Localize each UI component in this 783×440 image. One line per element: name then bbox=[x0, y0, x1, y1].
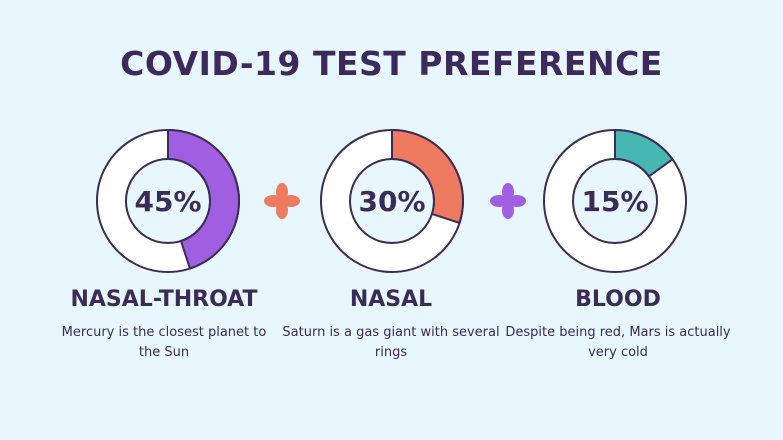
description-nasal: Saturn is a gas giant with several rings bbox=[282, 325, 500, 360]
page-title: COVID-19 TEST PREFERENCE bbox=[120, 44, 663, 83]
label-blood: BLOOD bbox=[575, 287, 661, 312]
donut-segment-nasal-throat bbox=[167, 129, 240, 270]
plus-separator-icon bbox=[264, 183, 300, 219]
donut-blood: 15% bbox=[542, 129, 687, 273]
description-nasal-throat: Mercury is the closest planet to the Sun bbox=[61, 325, 267, 360]
percentage-nasal-throat: 45% bbox=[134, 185, 201, 218]
plus-separator-icon bbox=[490, 183, 526, 219]
percentage-nasal: 30% bbox=[358, 185, 425, 218]
donut-segment-blood bbox=[614, 129, 674, 178]
percentage-blood: 15% bbox=[581, 185, 648, 218]
donut-segment-nasal bbox=[391, 129, 464, 224]
donut-nasal-throat: 45% bbox=[95, 129, 240, 273]
description-blood: Despite being red, Mars is actually very… bbox=[505, 325, 731, 360]
label-nasal-throat: NASAL-THROAT bbox=[70, 287, 258, 312]
label-nasal: NASAL bbox=[349, 287, 433, 312]
donut-nasal: 30% bbox=[319, 129, 464, 273]
